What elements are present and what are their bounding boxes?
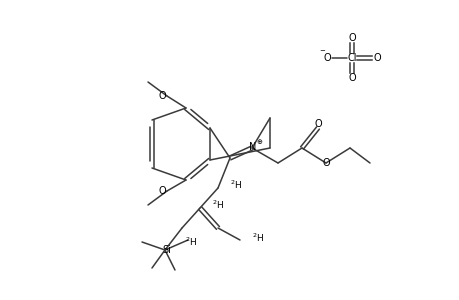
Text: O: O: [347, 33, 355, 43]
Text: O: O: [158, 91, 166, 101]
Text: Cl: Cl: [347, 53, 356, 63]
Text: O: O: [323, 53, 330, 63]
Text: O: O: [372, 53, 380, 63]
Text: O: O: [158, 186, 166, 196]
Text: $^{2}$H: $^{2}$H: [185, 236, 197, 248]
Text: N: N: [249, 142, 256, 152]
Text: Si: Si: [162, 245, 171, 255]
Text: ⊕: ⊕: [256, 139, 261, 145]
Text: −: −: [319, 48, 324, 54]
Text: O: O: [313, 119, 321, 129]
Text: O: O: [321, 158, 329, 168]
Text: $^{2}$H: $^{2}$H: [212, 199, 224, 211]
Text: $^{2}$H: $^{2}$H: [252, 232, 263, 244]
Text: $^{2}$H: $^{2}$H: [230, 179, 242, 191]
Text: O: O: [347, 73, 355, 83]
